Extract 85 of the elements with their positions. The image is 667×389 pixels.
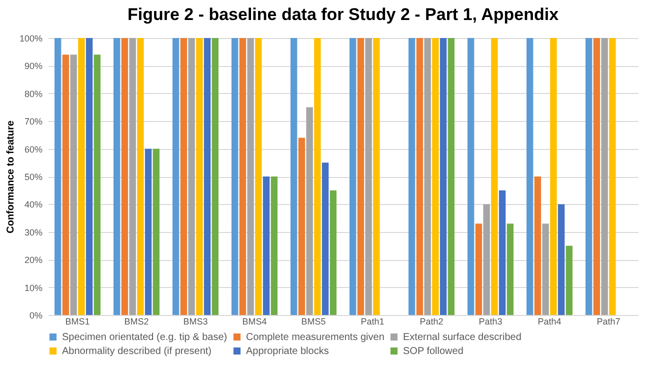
bar (255, 38, 262, 315)
y-tick-label: 70% (24, 116, 42, 127)
bar (550, 38, 557, 315)
x-tick-label: BMS5 (301, 316, 326, 326)
bar (566, 246, 573, 315)
chart-title: Figure 2 - baseline data for Study 2 - Part 1, Appendix (127, 5, 560, 24)
x-tick-label: Path3 (478, 316, 502, 326)
y-tick-label: 60% (24, 144, 42, 154)
bar (314, 38, 321, 315)
y-tick-label: 10% (24, 282, 42, 293)
legend-label: External surface described (403, 332, 522, 343)
bar (467, 38, 474, 315)
legend-label: SOP followed (403, 346, 464, 357)
bar (62, 54, 70, 315)
bar (601, 38, 608, 315)
bar (306, 107, 313, 315)
bar (416, 38, 424, 315)
bar (526, 38, 534, 315)
bar (172, 38, 180, 315)
y-tick-label: 40% (24, 200, 42, 210)
y-tick-label: 20% (24, 255, 42, 266)
bar (593, 38, 600, 315)
bar (330, 190, 337, 315)
bar (558, 204, 565, 315)
y-tick-label: 100% (19, 34, 42, 44)
bar (144, 148, 152, 315)
y-tick-label: 30% (24, 227, 42, 238)
y-tick-label: 50% (24, 172, 42, 182)
bar (534, 176, 542, 315)
x-tick-label: Path1 (360, 316, 384, 326)
x-tick-label: Path7 (596, 316, 620, 326)
bar (585, 38, 592, 315)
y-tick-label: 90% (24, 61, 42, 72)
bar (349, 38, 356, 315)
legend-label: Complete measurements given (246, 332, 384, 343)
bar (152, 148, 160, 315)
x-tick-label: BMS3 (183, 316, 208, 326)
bar (365, 38, 372, 315)
bar (322, 162, 329, 315)
y-tick-label: 0% (29, 310, 42, 320)
bar (231, 38, 238, 315)
bar (121, 38, 128, 315)
bar (94, 54, 101, 315)
bar (196, 38, 203, 315)
bar (609, 38, 616, 315)
y-axis-title: Conformance to feature (5, 120, 16, 234)
x-tick-label: Path4 (538, 316, 562, 326)
bar (542, 224, 549, 315)
bar (506, 224, 514, 315)
y-tick-label: 80% (24, 88, 42, 99)
bar (78, 38, 85, 315)
bar (440, 38, 447, 315)
legend-label: Abnormality described (if present) (62, 346, 212, 357)
bar (373, 38, 380, 315)
bar (262, 176, 270, 315)
bar (448, 38, 455, 315)
bar (432, 38, 439, 315)
bar (212, 38, 219, 315)
bar (137, 38, 144, 315)
bar (86, 38, 93, 315)
legend-label: Appropriate blocks (246, 346, 329, 357)
x-tick-label: BMS4 (242, 316, 267, 326)
bar (247, 38, 254, 315)
x-tick-label: BMS2 (124, 316, 149, 326)
bar (129, 38, 136, 315)
x-tick-label: Path2 (420, 316, 444, 326)
bar (204, 38, 211, 315)
bar (424, 38, 431, 315)
bar (357, 38, 364, 315)
bar (239, 38, 246, 315)
bar (408, 38, 416, 315)
x-tick-label: BMS1 (65, 316, 90, 326)
bar (270, 176, 278, 315)
bar (70, 54, 77, 315)
bar (475, 224, 482, 315)
legend-label: Specimen orientated (e.g. tip & base) (62, 332, 228, 343)
bar (54, 38, 62, 315)
bar (498, 190, 506, 315)
bar (188, 38, 195, 315)
bar (290, 38, 298, 315)
bar (491, 38, 498, 315)
bar (113, 38, 120, 315)
bar (483, 204, 490, 315)
bar (298, 138, 306, 315)
bar (180, 38, 188, 315)
